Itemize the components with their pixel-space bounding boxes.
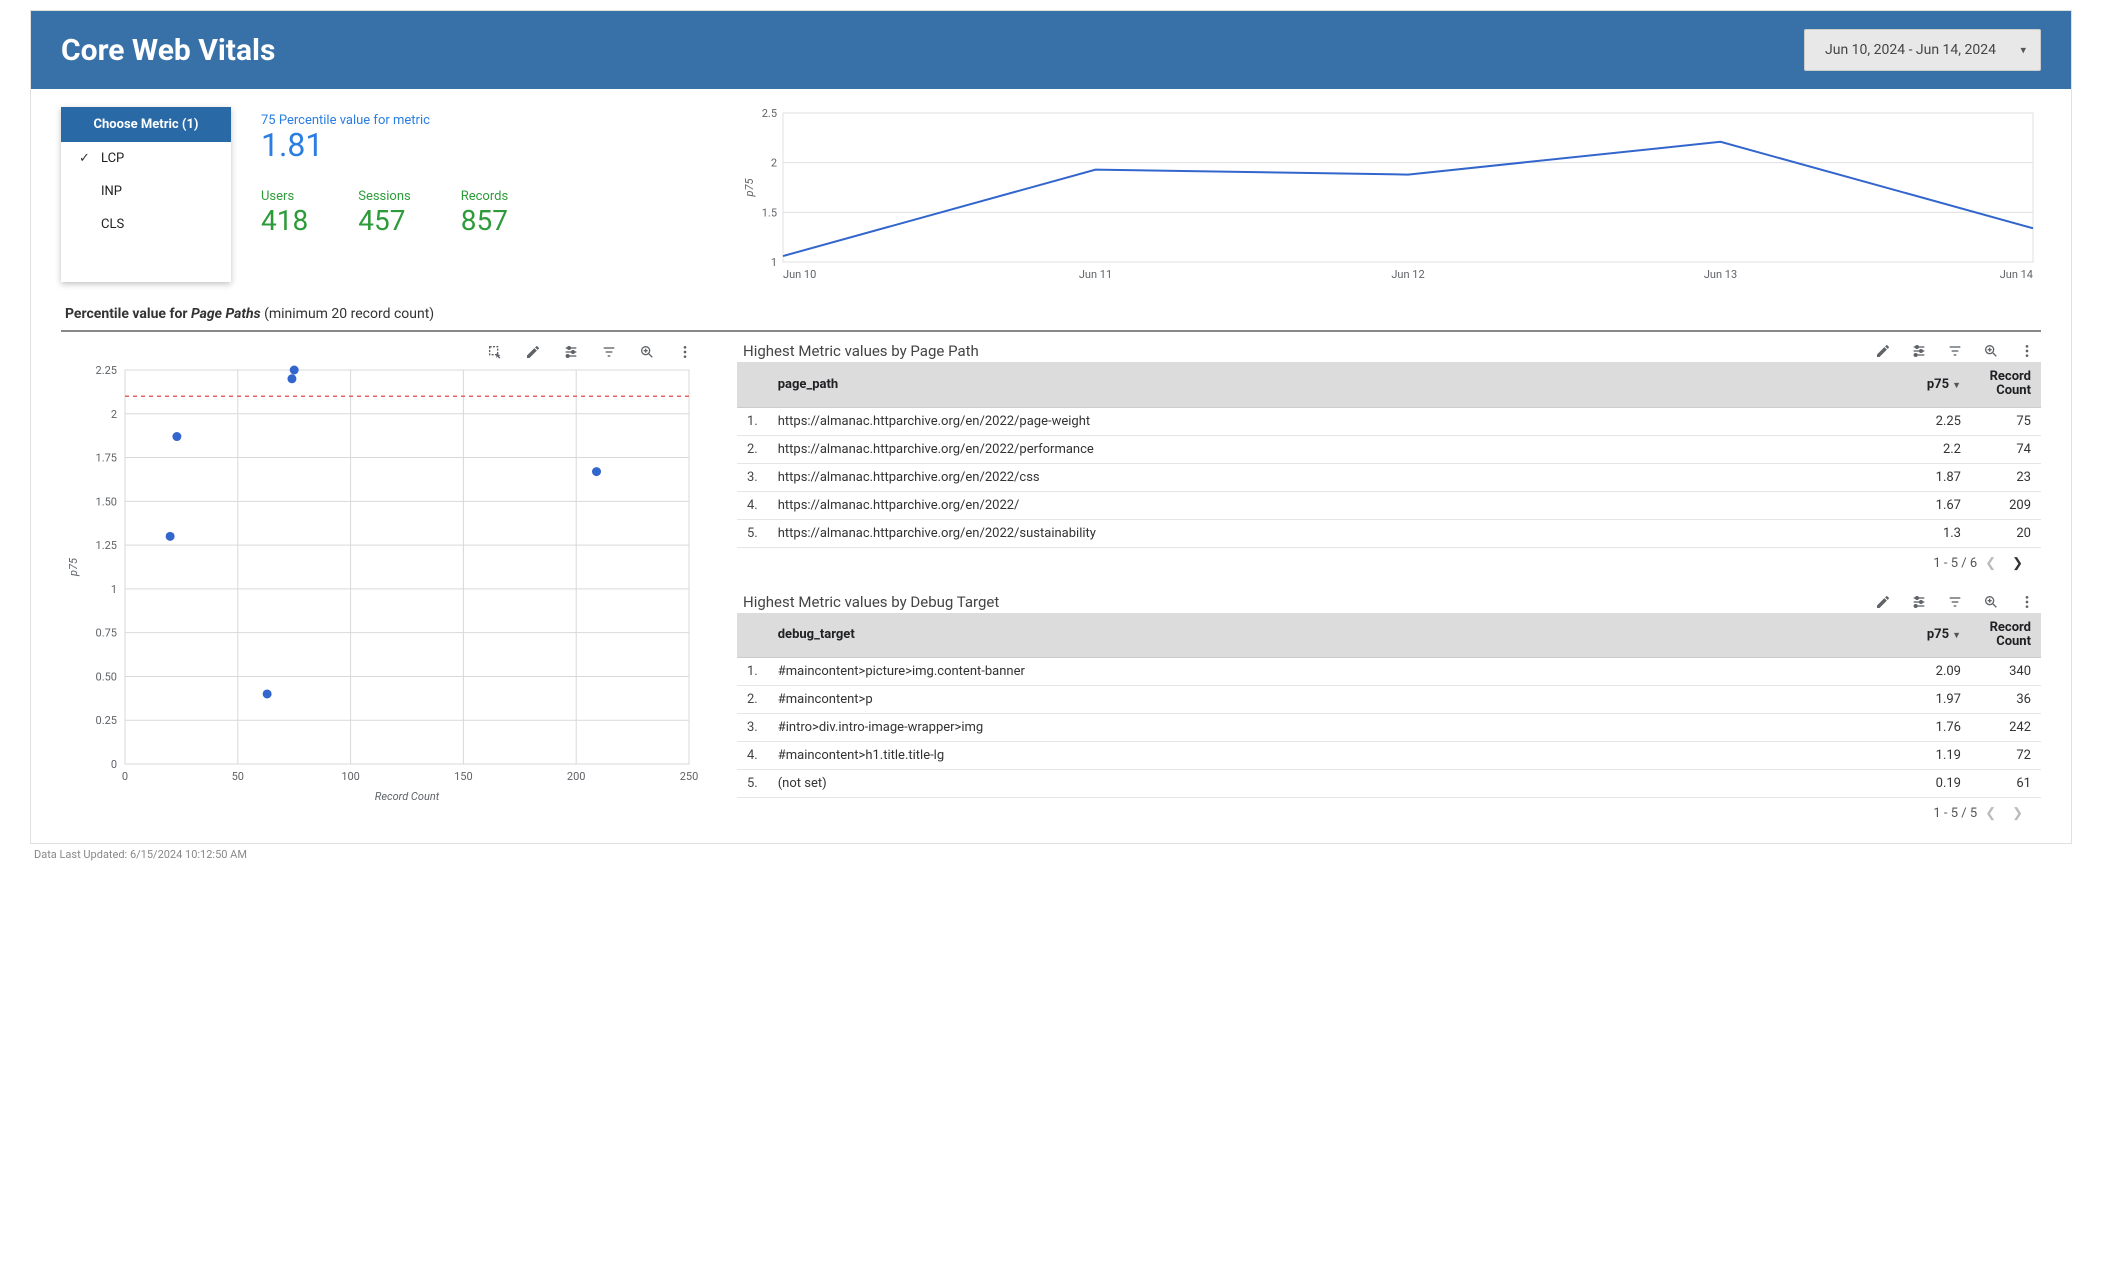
table-row[interactable]: 3.#intro>div.intro-image-wrapper>img1.76… [737,714,2041,742]
metric-picker-header: Choose Metric (1) [61,107,231,142]
svg-text:1.75: 1.75 [96,452,117,465]
select-icon[interactable] [487,344,503,360]
svg-text:100: 100 [341,770,360,783]
col-p75[interactable]: p75▼ [1901,613,1971,658]
metric-option-cls[interactable]: CLS [61,208,231,241]
records-label: Records [461,189,508,204]
date-range-picker[interactable]: Jun 10, 2024 - Jun 14, 2024 [1804,29,2041,71]
filter-icon[interactable] [601,344,617,360]
pager-next-icon: ❯ [2004,806,2031,821]
page-path-table-block: Highest Metric values by Page Path page_p… [737,338,2041,571]
svg-text:0.50: 0.50 [96,670,117,683]
svg-text:0: 0 [122,770,128,783]
table-row[interactable]: 1.https://almanac.httparchive.org/en/202… [737,407,2041,435]
dashboard: Core Web Vitals Jun 10, 2024 - Jun 14, 2… [30,10,2072,844]
table-row[interactable]: 4.https://almanac.httparchive.org/en/202… [737,491,2041,519]
p75-scatter-chart: 0 0.25 0.50 0.75 1 1.25 1.50 1.75 2 2.25 0 50 100 150… [61,364,701,804]
svg-text:Jun 10: Jun 10 [783,268,816,281]
svg-text:1.25: 1.25 [96,539,117,552]
footer-timestamp: Data Last Updated: 6/15/2024 10:12:50 AM [34,848,2072,861]
svg-text:1.5: 1.5 [762,206,777,219]
svg-text:1.50: 1.50 [96,495,117,508]
col-count[interactable]: RecordCount [1971,362,2041,407]
svg-text:2: 2 [111,408,117,421]
svg-text:Jun 13: Jun 13 [1704,268,1737,281]
dashboard-body: Choose Metric (1) LCPINPCLS 75 Percentil… [31,89,2071,843]
sliders-icon[interactable] [563,344,579,360]
col-path[interactable]: page_path [768,362,1901,407]
debug-target-table-pager: 1 - 5 / 5❮❯ [737,798,2041,821]
metric-option-inp[interactable]: INP [61,175,231,208]
users-label: Users [261,189,308,204]
svg-text:150: 150 [454,770,473,783]
section-title: Percentile value for Page Paths (minimum… [65,306,2041,322]
page-title: Core Web Vitals [61,33,275,68]
table-row[interactable]: 4.#maincontent>h1.title.title-lg1.1972 [737,742,2041,770]
svg-text:0.25: 0.25 [96,714,117,727]
percentile-value: 1.81 [261,128,701,163]
header-bar: Core Web Vitals Jun 10, 2024 - Jun 14, 2… [31,11,2071,89]
col-count[interactable]: RecordCount [1971,613,2041,658]
svg-text:0: 0 [111,758,117,771]
svg-text:p75: p75 [743,178,756,198]
page-path-table-title: Highest Metric values by Page Path [743,342,1875,360]
filter-icon[interactable] [1947,343,1963,359]
filter-icon[interactable] [1947,594,1963,610]
section-divider [61,330,2041,332]
debug-target-table-block: Highest Metric values by Debug Target deb… [737,589,2041,822]
sessions-value: 457 [358,204,411,237]
pager-prev-icon: ❮ [1977,806,2004,821]
more-icon[interactable] [2019,594,2035,610]
section-title-prefix: Percentile value for [65,306,191,322]
users-value: 418 [261,204,308,237]
section-title-suffix: (minimum 20 record count) [261,306,435,322]
sliders-icon[interactable] [1911,594,1927,610]
zoom-icon[interactable] [1983,594,1999,610]
scatter-toolbar [61,338,701,364]
svg-text:2.25: 2.25 [96,364,117,377]
col-path[interactable]: debug_target [768,613,1901,658]
svg-text:p75: p75 [67,557,80,577]
col-p75[interactable]: p75▼ [1901,362,1971,407]
metric-picker: Choose Metric (1) LCPINPCLS [61,107,231,282]
svg-text:2: 2 [771,157,777,170]
svg-text:Jun 11: Jun 11 [1079,268,1112,281]
svg-text:200: 200 [567,770,586,783]
metric-option-lcp[interactable]: LCP [61,142,231,175]
svg-text:0.75: 0.75 [96,627,117,640]
p75-line-chart: 1 1.5 2 2.5 Jun 10 Jun 11 Jun 12 Jun 13 Jun 14 p7… [741,107,2041,282]
more-icon[interactable] [2019,343,2035,359]
svg-text:Jun 14: Jun 14 [2000,268,2033,281]
zoom-icon[interactable] [639,344,655,360]
records-value: 857 [461,204,508,237]
svg-text:1: 1 [771,256,777,269]
svg-text:250: 250 [680,770,699,783]
svg-text:2.5: 2.5 [762,107,777,120]
sessions-label: Sessions [358,189,411,204]
table-row[interactable]: 1.#maincontent>picture>img.content-banne… [737,658,2041,686]
svg-text:Jun 12: Jun 12 [1391,268,1424,281]
table-row[interactable]: 3.https://almanac.httparchive.org/en/202… [737,463,2041,491]
svg-text:1: 1 [111,583,117,596]
percentile-label: 75 Percentile value for metric [261,113,701,128]
svg-text:50: 50 [232,770,244,783]
sliders-icon[interactable] [1911,343,1927,359]
pager-next-icon[interactable]: ❯ [2004,556,2031,571]
zoom-icon[interactable] [1983,343,1999,359]
table-row[interactable]: 2.#maincontent>p1.9736 [737,686,2041,714]
pencil-icon[interactable] [525,344,541,360]
page-path-table-pager: 1 - 5 / 6❮❯ [737,548,2041,571]
more-icon[interactable] [677,344,693,360]
pencil-icon[interactable] [1875,343,1891,359]
debug-target-table-title: Highest Metric values by Debug Target [743,593,1875,611]
pencil-icon[interactable] [1875,594,1891,610]
table-row[interactable]: 5.(not set)0.1961 [737,770,2041,798]
table-row[interactable]: 5.https://almanac.httparchive.org/en/202… [737,519,2041,547]
table-row[interactable]: 2.https://almanac.httparchive.org/en/202… [737,435,2041,463]
pager-prev-icon: ❮ [1977,556,2004,571]
section-title-italic: Page Paths [191,306,261,322]
svg-text:Record Count: Record Count [375,790,440,803]
